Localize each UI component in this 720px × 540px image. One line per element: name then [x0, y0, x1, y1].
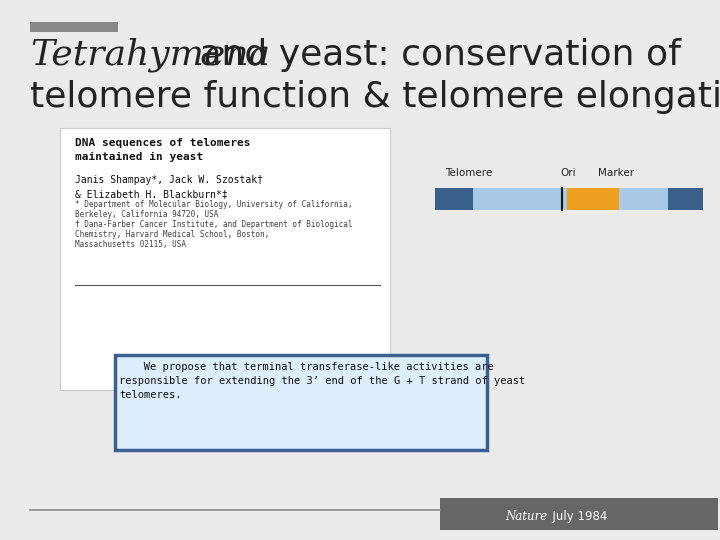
Bar — [435, 188, 473, 210]
Text: Ori: Ori — [560, 168, 575, 178]
Bar — [30, 22, 118, 32]
Bar — [668, 188, 703, 210]
Text: DNA sequences of telomeres
maintained in yeast: DNA sequences of telomeres maintained in… — [75, 138, 251, 162]
Text: Marker: Marker — [598, 168, 634, 178]
Text: We propose that terminal transferase-like activities are: We propose that terminal transferase-lik… — [125, 362, 494, 372]
Text: July 1984: July 1984 — [545, 510, 608, 523]
Text: telomeres.: telomeres. — [119, 390, 181, 400]
Bar — [435, 188, 703, 210]
Bar — [60, 128, 390, 390]
Text: Tetrahymena: Tetrahymena — [30, 38, 270, 72]
Text: * Department of Molecular Biology, University of California,: * Department of Molecular Biology, Unive… — [75, 200, 353, 209]
Text: Massachusetts 02115, USA: Massachusetts 02115, USA — [75, 240, 186, 249]
Bar — [440, 498, 718, 530]
Text: telomere function & telomere elongation: telomere function & telomere elongation — [30, 80, 720, 114]
Bar — [115, 355, 487, 450]
Text: Chemistry, Harvard Medical School, Boston,: Chemistry, Harvard Medical School, Bosto… — [75, 230, 269, 239]
Text: Janis Shampay*, Jack W. Szostak†
& Elizabeth H. Blackburn*‡: Janis Shampay*, Jack W. Szostak† & Eliza… — [75, 175, 263, 199]
Text: and yeast: conservation of: and yeast: conservation of — [188, 38, 681, 72]
Bar — [567, 188, 619, 210]
Text: Berkeley, California 94720, USA: Berkeley, California 94720, USA — [75, 210, 218, 219]
Text: † Dana-Farber Cancer Institute, and Department of Biological: † Dana-Farber Cancer Institute, and Depa… — [75, 220, 353, 229]
Text: responsible for extending the 3’ end of the G + T strand of yeast: responsible for extending the 3’ end of … — [119, 376, 526, 386]
Text: Nature: Nature — [505, 510, 547, 523]
Text: Telomere: Telomere — [445, 168, 492, 178]
